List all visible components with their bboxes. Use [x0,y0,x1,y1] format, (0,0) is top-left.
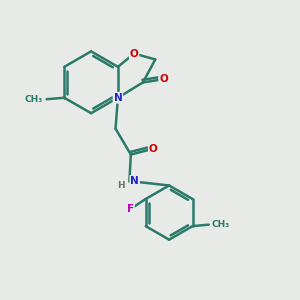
Text: F: F [127,204,134,214]
Text: CH₃: CH₃ [25,95,43,104]
Text: O: O [149,144,158,154]
Text: O: O [159,74,168,85]
Text: O: O [130,49,139,58]
Text: CH₃: CH₃ [212,220,230,229]
Text: H: H [117,181,125,190]
Text: N: N [113,93,122,103]
Text: N: N [130,176,139,186]
